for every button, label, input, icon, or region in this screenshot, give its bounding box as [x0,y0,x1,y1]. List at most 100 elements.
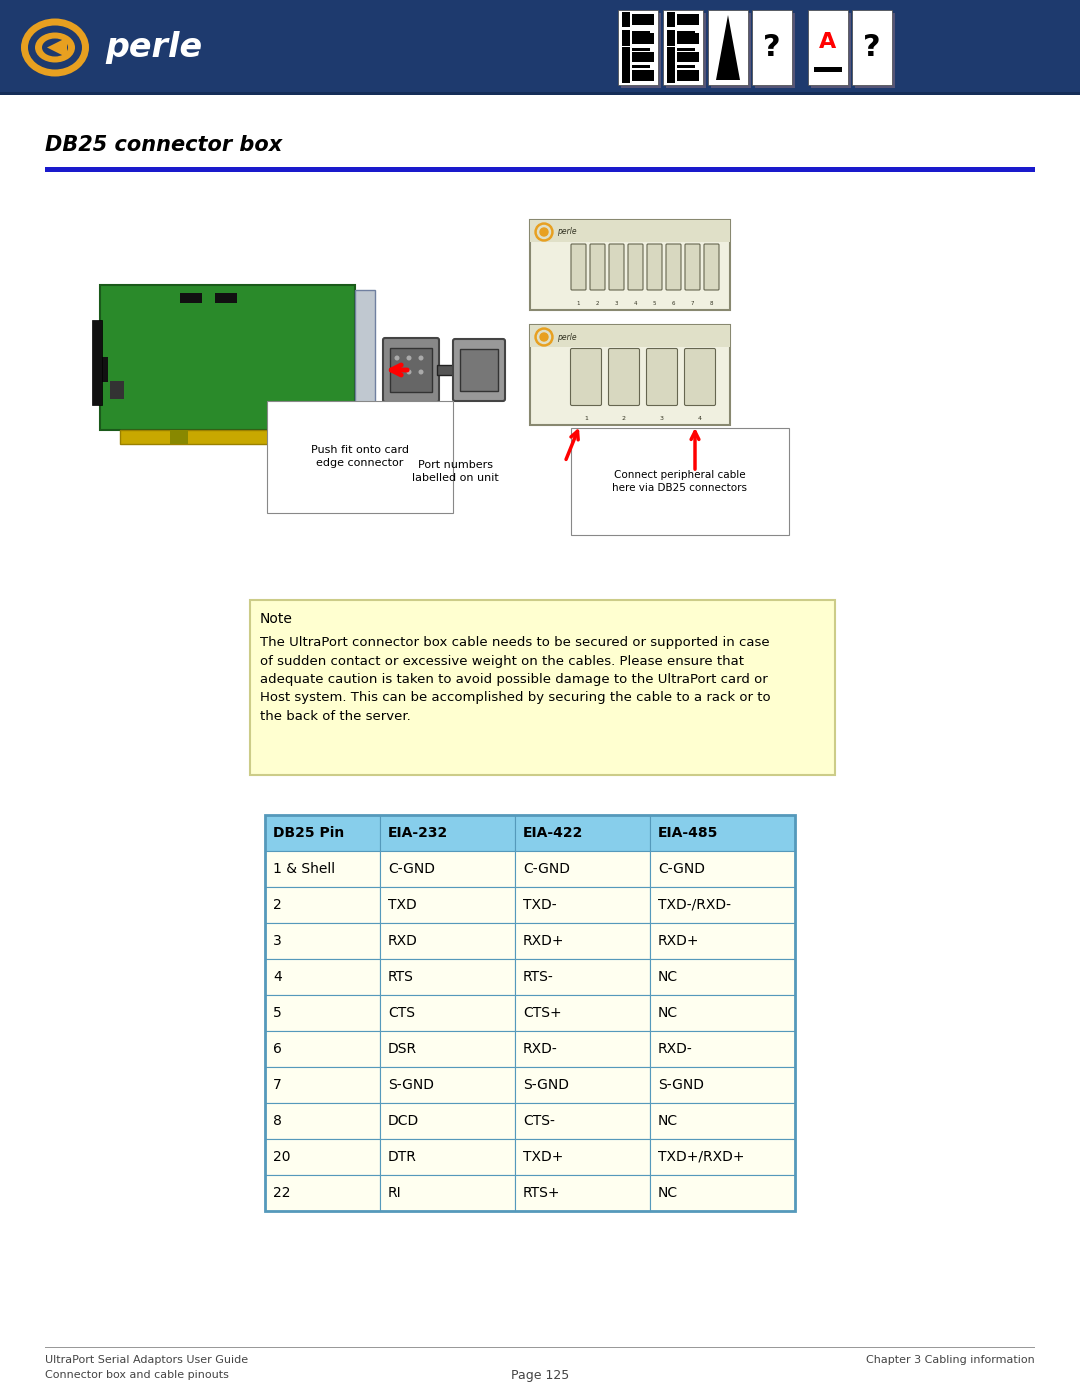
Bar [663,10,703,85]
Text: RI: RI [388,1186,402,1200]
Bar [622,49,630,64]
FancyBboxPatch shape [647,244,662,291]
Circle shape [538,225,551,239]
Text: RXD-: RXD- [523,1042,557,1056]
Bar [650,1175,795,1211]
Text: DB25 connector box: DB25 connector box [45,136,282,155]
Circle shape [419,355,423,360]
Ellipse shape [42,39,68,56]
Text: 20: 20 [273,1150,291,1164]
Text: 4: 4 [634,300,637,306]
Bar [677,15,696,18]
Bar [380,1104,515,1139]
Bar [249,599,835,775]
Bar [622,13,630,27]
Bar [650,887,795,923]
FancyBboxPatch shape [570,348,602,405]
Text: 3: 3 [615,300,618,306]
FancyBboxPatch shape [685,348,715,405]
Bar [380,1067,515,1104]
Text: DTR: DTR [388,1150,417,1164]
Text: CTS+: CTS+ [523,1006,562,1020]
Text: Push fit onto card
edge connector: Push fit onto card edge connector [311,446,409,468]
Text: 2: 2 [273,898,282,912]
Text: C-GND: C-GND [523,862,570,876]
Text: UltraPort Serial Adaptors User Guide
Connector box and cable pinouts: UltraPort Serial Adaptors User Guide Con… [45,1355,248,1380]
Ellipse shape [35,32,75,63]
Bar [380,814,515,851]
Bar [355,291,375,425]
Circle shape [419,369,423,374]
Bar [110,381,124,400]
Bar [622,47,630,52]
Text: S-GND: S-GND [523,1078,569,1092]
Bar [380,995,515,1031]
Circle shape [406,355,411,360]
Bar [677,32,699,43]
Bar [515,1139,650,1175]
Text: 2: 2 [622,416,626,420]
Text: 7: 7 [691,300,694,306]
Text: C-GND: C-GND [388,862,435,876]
Bar [650,1067,795,1104]
Bar [265,814,795,1211]
Bar [632,52,654,63]
Bar [265,1175,380,1211]
Text: EIA-422: EIA-422 [523,826,583,840]
Bar [667,31,675,46]
Bar [515,995,650,1031]
Bar [650,851,795,887]
Bar [265,814,380,851]
Text: EIA-232: EIA-232 [388,826,448,840]
Text: DB25 Pin: DB25 Pin [273,826,345,840]
Text: Port numbers
labelled on unit: Port numbers labelled on unit [411,460,498,483]
Bar [100,358,108,381]
Text: Chapter 3 Cabling information: Chapter 3 Cabling information [866,1355,1035,1365]
Text: ?: ? [863,34,881,61]
Bar [666,13,706,88]
Bar [622,68,630,82]
Circle shape [406,369,411,374]
Bar [667,64,675,68]
Text: Note: Note [260,612,293,626]
Bar [622,29,630,35]
FancyBboxPatch shape [571,244,586,291]
Bar [677,70,699,81]
Bar [515,1175,650,1211]
Bar [677,66,696,68]
FancyBboxPatch shape [383,338,438,402]
Bar [530,326,730,425]
Bar [380,1175,515,1211]
Bar [677,31,696,34]
Bar [92,320,102,405]
Bar [380,923,515,958]
Bar [852,10,892,85]
Bar [0,0,1080,95]
Bar [752,10,792,85]
Bar [711,13,751,88]
FancyBboxPatch shape [608,348,639,405]
FancyBboxPatch shape [590,244,605,291]
Bar [677,47,696,52]
Text: DSR: DSR [388,1042,417,1056]
Bar [622,31,630,46]
Circle shape [535,328,553,346]
Bar [650,995,795,1031]
Bar [708,10,748,85]
Bar [855,13,895,88]
Text: RXD+: RXD+ [523,935,565,949]
Bar [515,1031,650,1067]
Text: CTS: CTS [388,1006,415,1020]
Bar [460,349,498,391]
Bar [265,923,380,958]
FancyBboxPatch shape [685,244,700,291]
Ellipse shape [21,18,89,77]
Text: perle: perle [105,31,202,64]
Bar [811,13,851,88]
Circle shape [540,228,548,236]
Bar [632,66,650,68]
Text: CTS-: CTS- [523,1113,555,1127]
Text: 3: 3 [660,416,664,420]
Bar [530,219,730,242]
FancyBboxPatch shape [704,244,719,291]
